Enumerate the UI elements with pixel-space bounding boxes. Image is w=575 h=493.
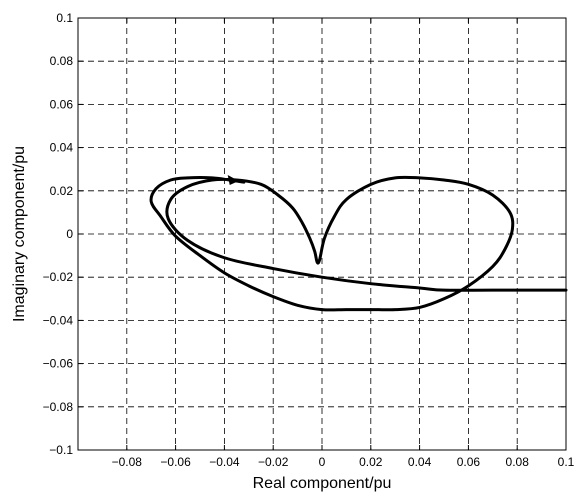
- y-tick-label: −0.06: [43, 357, 74, 371]
- x-tick-label: −0.04: [209, 455, 240, 469]
- x-tick-label: 0.02: [359, 455, 383, 469]
- y-tick-label: −0.08: [43, 400, 74, 414]
- y-tick-labels: −0.1 −0.08 −0.06 −0.04 −0.02 0 0.02 0.04 0.06 0.0…: [43, 11, 74, 457]
- y-tick-label: 0: [66, 227, 73, 241]
- y-tick-label: 0.06: [50, 97, 74, 111]
- grid: [78, 18, 566, 450]
- x-tick-label: 0.06: [457, 455, 481, 469]
- y-tick-label: 0.02: [50, 184, 74, 198]
- x-tick-label: 0.04: [408, 455, 432, 469]
- x-tick-label: −0.02: [258, 455, 289, 469]
- trajectory-line: [149, 175, 568, 312]
- y-tick-label: −0.1: [49, 443, 73, 457]
- x-tick-label: −0.06: [160, 455, 191, 469]
- tick-marks: [78, 17, 567, 451]
- y-tick-label: −0.02: [43, 270, 74, 284]
- x-axis-label: Real component/pu: [253, 475, 392, 492]
- y-tick-label: 0.08: [50, 54, 74, 68]
- x-tick-label: −0.08: [112, 455, 143, 469]
- y-axis-label: Imaginary component/pu: [11, 146, 28, 322]
- x-tick-labels: −0.08 −0.06 −0.04 −0.02 0 0.02 0.04 0.06 0.08 0.1: [112, 455, 575, 469]
- y-tick-label: 0.04: [50, 141, 74, 155]
- x-tick-label: 0.08: [506, 455, 530, 469]
- y-tick-label: −0.04: [43, 313, 74, 327]
- x-tick-label: 0: [319, 455, 326, 469]
- direction-arrow: [227, 175, 239, 185]
- y-tick-label: 0.1: [56, 11, 73, 25]
- x-tick-label: 0.1: [558, 455, 575, 469]
